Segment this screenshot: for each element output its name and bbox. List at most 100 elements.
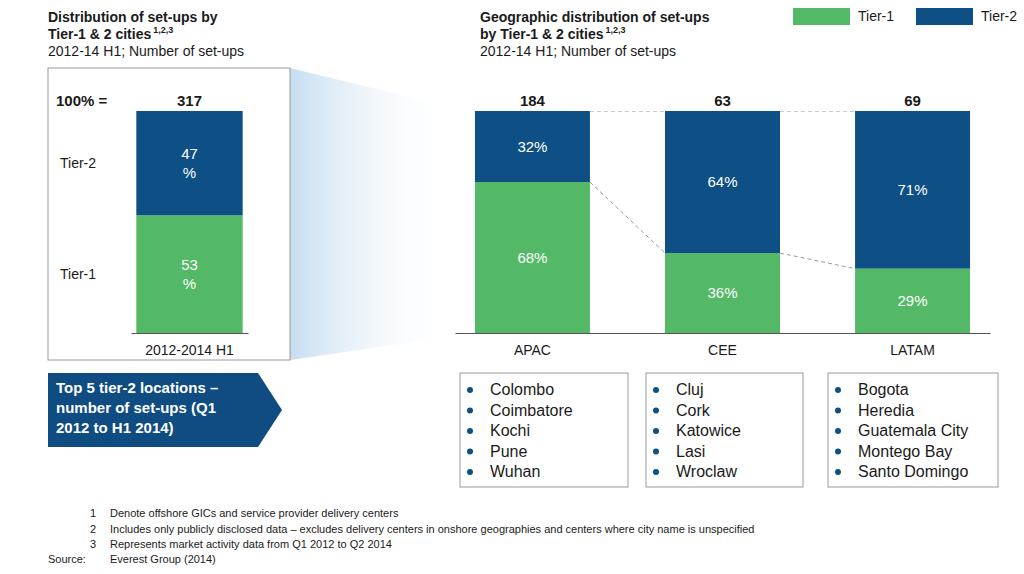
footnote-text: Denote offshore GICs and service provide…	[110, 507, 399, 519]
callout: Top 5 tier-2 locations – number of set-up…	[48, 373, 282, 447]
location-name: Colombo	[490, 381, 554, 398]
chart-title-line: Tier-1 & 2 cities	[48, 26, 151, 42]
location-name: Cluj	[676, 381, 704, 398]
bullet	[467, 469, 473, 475]
data-label-line: %	[183, 275, 196, 292]
x-axis-line	[132, 333, 249, 334]
data-label-line: 32%	[517, 138, 547, 155]
x-tick: APAC	[514, 333, 551, 358]
data-label: 29%	[898, 292, 928, 309]
chart-title: Geographic distribution of set-upsby Tie…	[480, 9, 710, 42]
location-name: Pune	[490, 443, 527, 460]
location-frame	[646, 373, 803, 487]
data-label-line: 64%	[707, 173, 737, 190]
data-label: 36%	[707, 284, 737, 301]
chart-title-line: Distribution of set-ups by	[48, 9, 218, 25]
x-tick-label: APAC	[514, 342, 551, 358]
bar	[665, 111, 780, 253]
x-tick: CEE	[708, 333, 737, 358]
plot-area	[136, 111, 242, 333]
total-label: 63	[714, 92, 731, 109]
data-label-line: %	[183, 164, 196, 181]
bullet	[653, 428, 659, 434]
footnote-text: Represents market activity data from Q1 …	[110, 538, 392, 550]
data-label-line: 53	[181, 256, 198, 273]
data-label: 32%	[517, 138, 547, 155]
x-axis: 2012-2014 H1	[132, 333, 249, 358]
legend-swatch	[793, 8, 850, 25]
location-box: ColomboCoimbatoreKochiPuneWuhan	[460, 373, 628, 487]
bullet	[835, 449, 841, 455]
zoom-fan	[290, 68, 455, 360]
location-frame	[460, 373, 628, 487]
footnote-marker: 3	[90, 538, 96, 550]
slide: Distribution of set-ups byTier-1 & 2 cit…	[0, 0, 1024, 574]
chart-subtitle: 2012-14 H1; Number of set-ups	[480, 43, 676, 59]
data-label-line: 68%	[517, 249, 547, 266]
total-label: 317	[177, 92, 202, 109]
data-label-line: 71%	[898, 181, 928, 198]
footnote-marker: 2	[90, 523, 96, 535]
bar	[136, 111, 242, 215]
chart-subtitle: 2012-14 H1; Number of set-ups	[48, 43, 244, 59]
title-note: 1,2,3	[153, 25, 173, 35]
data-label: 64%	[707, 173, 737, 190]
bullet	[835, 428, 841, 434]
location-name: Bogota	[858, 381, 909, 398]
bullet	[467, 387, 473, 393]
bar	[475, 182, 590, 333]
connector	[780, 253, 855, 269]
bullet	[467, 449, 473, 455]
bullet	[835, 408, 841, 414]
location-name: Coimbatore	[490, 402, 573, 419]
x-tick-label: 2012-2014 H1	[145, 342, 234, 358]
footnote-marker: 1	[90, 507, 96, 519]
plot-area	[475, 111, 970, 333]
location-name: Montego Bay	[858, 443, 952, 460]
location-name: Katowice	[676, 422, 741, 439]
location-frame	[828, 373, 998, 487]
location-name: Guatemala City	[858, 422, 968, 439]
total-label: 184	[520, 92, 546, 109]
total-caption: 100% =	[56, 92, 108, 109]
legend-label: Tier-1	[60, 266, 96, 282]
connector	[590, 111, 665, 112]
footnote-text: Includes only publicly disclosed data – …	[110, 523, 754, 535]
bullet	[653, 387, 659, 393]
data-label-line: 29%	[898, 292, 928, 309]
data-label-line: 36%	[707, 284, 737, 301]
source-text: Everest Group (2014)	[110, 553, 216, 565]
callout-arrow	[48, 373, 282, 447]
bullet	[835, 469, 841, 475]
bullet	[653, 408, 659, 414]
bar	[665, 253, 780, 333]
bar	[855, 111, 970, 269]
location-name: Cork	[676, 402, 711, 419]
total-label: 69	[904, 92, 921, 109]
bullet	[467, 428, 473, 434]
x-tick: LATAM	[890, 333, 935, 358]
source-label: Source:	[48, 553, 86, 565]
location-box: ClujCorkKatowiceLasiWroclaw	[646, 373, 803, 487]
location-name: Lasi	[676, 443, 705, 460]
data-label: 68%	[517, 249, 547, 266]
legend-label: Tier-2	[60, 155, 96, 171]
title-note: 1,2,3	[605, 25, 625, 35]
legend-label: Tier-1	[858, 8, 894, 24]
location-name: Wuhan	[490, 463, 540, 480]
connector	[780, 111, 855, 112]
chart-1: Geographic distribution of set-upsby Tie…	[456, 8, 1018, 358]
bullet	[467, 408, 473, 414]
chart-title-line: by Tier-1 & 2 cities	[480, 26, 604, 42]
chart-title: Distribution of set-ups byTier-1 & 2 cit…	[48, 9, 218, 42]
data-label: 71%	[898, 181, 928, 198]
callout-text: 2012 to H1 2014)	[56, 419, 174, 436]
x-axis: APAC CEE LATAM	[456, 333, 991, 358]
callout-text: number of set-ups (Q1	[56, 399, 216, 416]
x-tick-label: LATAM	[890, 342, 935, 358]
legend-label: Tier-2	[981, 8, 1017, 24]
bar	[136, 215, 242, 333]
legend-swatch	[916, 8, 973, 25]
callout-text: Top 5 tier-2 locations –	[56, 379, 218, 396]
x-tick-label: CEE	[708, 342, 737, 358]
